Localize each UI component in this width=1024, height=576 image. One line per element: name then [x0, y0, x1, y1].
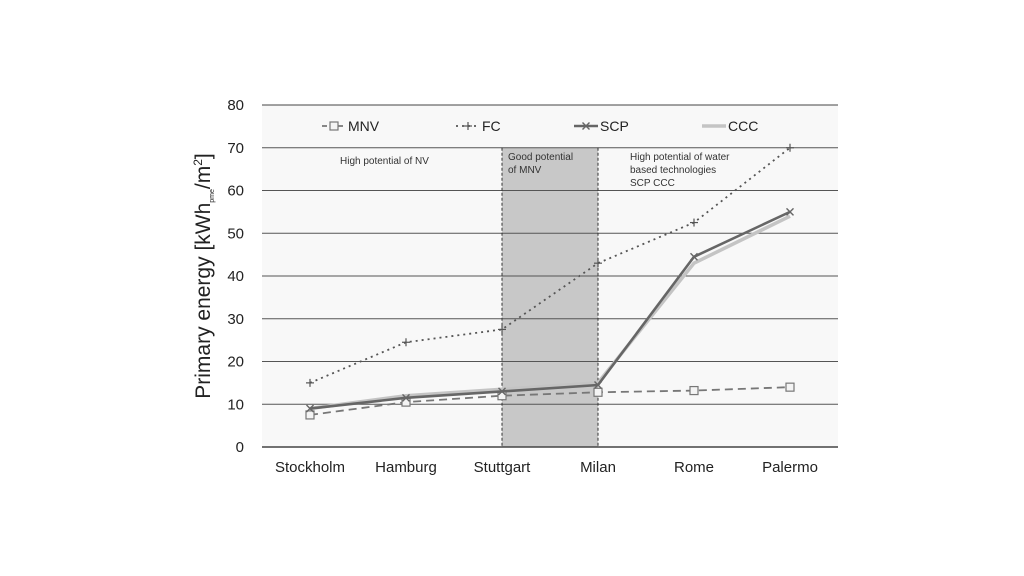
x-tick-label: Rome	[674, 459, 714, 476]
series-group	[305, 143, 795, 420]
y-tick-label: 20	[227, 354, 244, 371]
y-tick-label: 80	[227, 97, 244, 114]
series-scp-point	[402, 393, 410, 402]
series-ccc-line	[309, 214, 791, 411]
legend-label-fc: FC	[482, 118, 501, 134]
series-fc-point	[594, 259, 602, 268]
y-tick-label: 0	[236, 439, 244, 456]
y-tick-label: 60	[227, 183, 244, 200]
annotation-water-line-2: based technologies	[630, 165, 716, 176]
series-ccc	[309, 214, 791, 411]
series-fc-line	[309, 147, 791, 384]
legend-item-ccc: CCC	[702, 118, 758, 134]
annotation-nv: High potential of NV	[340, 156, 429, 167]
ylabel-close: ]	[192, 153, 215, 159]
series-fc-point	[306, 378, 314, 387]
y-tick-label: 70	[227, 140, 244, 157]
legend-label-scp: SCP	[600, 118, 629, 134]
series-scp-point	[690, 252, 698, 261]
annotation-nv-line-1: High potential of NV	[340, 156, 429, 167]
x-tick-label: Palermo	[762, 459, 818, 476]
y-tick-label: 30	[227, 311, 244, 328]
x-tick-label: Hamburg	[375, 459, 437, 476]
ylabel-subscript: pme	[209, 189, 216, 203]
series-mnv-point	[593, 387, 603, 397]
annotation-water-line-3: SCP CCC	[630, 178, 675, 189]
legend-marker-fc	[464, 122, 472, 130]
legend-item-mnv: MNV	[322, 118, 380, 134]
y-axis-label: Primary energy [kWhpme/m2]	[191, 153, 216, 399]
series-mnv-line	[309, 386, 791, 416]
series-mnv-point	[305, 410, 315, 420]
series-scp	[306, 207, 794, 413]
y-tick-label: 10	[227, 396, 244, 413]
x-tick-label: Milan	[580, 459, 616, 476]
legend: MNV FC SCP CCC	[322, 118, 758, 134]
series-fc-point	[402, 338, 410, 347]
y-tick-label: 50	[227, 225, 244, 242]
y-tick-label: 40	[227, 268, 244, 285]
series-mnv	[305, 382, 795, 420]
annotation-mnv: Good potential of MNV	[508, 152, 573, 176]
legend-item-fc: FC	[456, 118, 501, 134]
gridlines	[262, 104, 838, 448]
series-mnv-point	[785, 382, 795, 392]
series-scp-point	[498, 387, 506, 396]
ylabel-superscript: 2	[191, 159, 205, 166]
x-axis-ticks: Stockholm Hamburg Stuttgart Milan Rome Palerm…	[275, 459, 818, 476]
legend-label-ccc: CCC	[728, 118, 758, 134]
series-fc-point	[690, 218, 698, 227]
series-scp-line	[309, 210, 791, 410]
x-tick-label: Stockholm	[275, 459, 345, 476]
legend-item-scp: SCP	[574, 118, 629, 134]
series-scp-point	[786, 207, 794, 216]
x-tick-label: Stuttgart	[474, 459, 532, 476]
ylabel-unit: /m	[192, 166, 215, 189]
annotation-mnv-line-1: Good potential	[508, 152, 573, 163]
annotation-mnv-line-2: of MNV	[508, 165, 542, 176]
legend-marker-mnv	[329, 121, 339, 131]
series-scp-point	[594, 381, 602, 390]
legend-marker-scp	[582, 122, 590, 130]
y-axis-ticks: 0 10 20 30 40 50 60 70 80	[227, 97, 244, 456]
annotation-water: High potential of water based technologi…	[630, 152, 730, 189]
series-mnv-point	[689, 385, 699, 396]
series-fc-point	[498, 325, 506, 334]
ylabel-main: Primary energy [kWh	[192, 203, 215, 399]
annotation-water-line-1: High potential of water	[630, 152, 730, 163]
series-fc-point	[786, 143, 794, 152]
series-scp-point	[306, 404, 314, 413]
legend-label-mnv: MNV	[348, 118, 380, 134]
series-fc	[306, 143, 794, 387]
